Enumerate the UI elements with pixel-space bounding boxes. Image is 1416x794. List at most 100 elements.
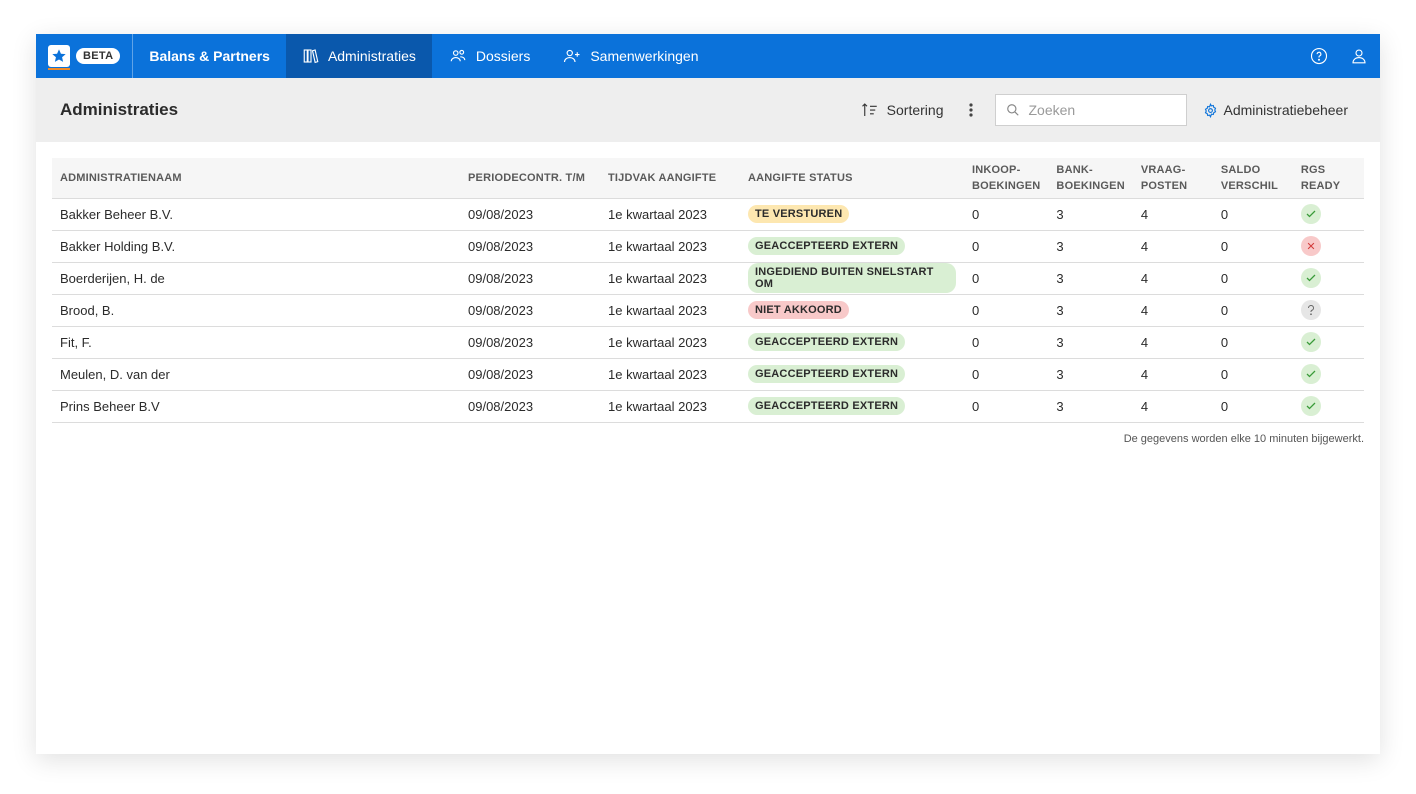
column-header[interactable]: INKOOP- BOEKINGEN	[964, 158, 1049, 199]
bankboekingen-count: 3	[1048, 262, 1133, 295]
administration-name: Bakker Holding B.V.	[52, 230, 460, 263]
vraagposten-count: 4	[1132, 230, 1213, 263]
table-row[interactable]: Fit, F. 09/08/2023 1e kwartaal 2023 GEACCEP…	[52, 326, 1364, 359]
gear-icon	[1205, 102, 1217, 118]
saldo-verschil: 0	[1212, 390, 1293, 423]
inkoopboekingen-count: 0	[964, 358, 1049, 391]
vraagposten-count: 4	[1132, 390, 1213, 423]
saldo-verschil: 0	[1212, 326, 1293, 359]
search-input[interactable]	[1028, 102, 1169, 118]
status-badge: GEACCEPTEERD EXTERN	[748, 365, 906, 383]
bankboekingen-count: 3	[1048, 390, 1133, 423]
table-body: Bakker Beheer B.V. 09/08/2023 1e kwartaal …	[52, 198, 1364, 423]
column-header-label: SALDO	[1220, 163, 1261, 176]
rgs-ready-cell	[1292, 358, 1364, 391]
status-badge: GEACCEPTEERD EXTERN	[748, 237, 906, 255]
column-header-label: PERIODECONTR. T/M	[468, 171, 586, 184]
top-right-tools	[1310, 34, 1368, 78]
column-header-label: INKOOP-	[972, 163, 1021, 176]
inkoopboekingen-count: 0	[964, 198, 1049, 231]
table-row[interactable]: Boerderijen, H. de 09/08/2023 1e kwartaal …	[52, 262, 1364, 295]
status-cell: INGEDIEND BUITEN SNELSTART OM	[740, 262, 964, 295]
saldo-verschil: 0	[1212, 262, 1293, 295]
vraagposten-count: 4	[1132, 294, 1213, 327]
rgs-ready-cell	[1292, 198, 1364, 231]
rgs-ready-cell	[1292, 294, 1364, 327]
cross-icon	[1300, 236, 1321, 256]
table-row[interactable]: Meulen, D. van der 09/08/2023 1e kwartaal …	[52, 358, 1364, 391]
column-header[interactable]: ADMINISTRATIENAAM	[52, 158, 460, 199]
column-header-label: VRAAG-	[1140, 163, 1186, 176]
saldo-verschil: 0	[1212, 230, 1293, 263]
user-plus-icon	[564, 49, 580, 63]
column-header[interactable]: TIJDVAK AANGIFTE	[600, 158, 740, 199]
help-icon[interactable]	[1310, 47, 1328, 65]
status-cell: TE VERSTUREN	[740, 198, 964, 231]
table-row[interactable]: Brood, B. 09/08/2023 1e kwartaal 2023 NIET …	[52, 294, 1364, 327]
nav-item-samenwerkingen[interactable]: Samenwerkingen	[546, 34, 714, 78]
column-header[interactable]: AANGIFTE STATUS	[740, 158, 964, 199]
nav-label: Dossiers	[475, 48, 531, 64]
sort-button[interactable]: Sortering	[861, 102, 944, 118]
nav-item-dossiers[interactable]: Dossiers	[432, 34, 546, 78]
administration-name: Meulen, D. van der	[52, 358, 460, 391]
status-badge: GEACCEPTEERD EXTERN	[748, 397, 906, 415]
column-header[interactable]: BANK- BOEKINGEN	[1048, 158, 1133, 199]
status-cell: GEACCEPTEERD EXTERN	[740, 230, 964, 263]
administration-name: Fit, F.	[52, 326, 460, 359]
status-badge: INGEDIEND BUITEN SNELSTART OM	[748, 263, 956, 293]
saldo-verschil: 0	[1212, 198, 1293, 231]
bankboekingen-count: 3	[1048, 358, 1133, 391]
column-header-label: READY	[1300, 179, 1341, 192]
brand[interactable]: BETA	[36, 34, 134, 78]
organization-name[interactable]: Balans & Partners	[149, 48, 270, 64]
vraagposten-count: 4	[1132, 262, 1213, 295]
administratiebeheer-link[interactable]: Administratiebeheer	[1203, 102, 1348, 118]
page-tools: Sortering Administratiebeheer	[861, 78, 1348, 142]
page-header: Administraties Sortering Administratiebe…	[36, 78, 1380, 142]
administration-name: Brood, B.	[52, 294, 460, 327]
column-header-label: BOEKINGEN	[972, 179, 1041, 192]
column-header[interactable]: VRAAG- POSTEN	[1132, 158, 1213, 199]
column-header[interactable]: RGS READY	[1292, 158, 1364, 199]
table-header-row: ADMINISTRATIENAAM PERIODECONTR. T/M TIJDVA…	[52, 158, 1364, 199]
vraagposten-count: 4	[1132, 358, 1213, 391]
table-row[interactable]: Prins Beheer B.V 09/08/2023 1e kwartaal 20…	[52, 390, 1364, 423]
bankboekingen-count: 3	[1048, 294, 1133, 327]
search-box[interactable]	[995, 94, 1188, 126]
status-cell: GEACCEPTEERD EXTERN	[740, 390, 964, 423]
period-date: 09/08/2023	[460, 230, 600, 263]
column-header[interactable]: SALDO VERSCHIL	[1212, 158, 1293, 199]
table-row[interactable]: Bakker Beheer B.V. 09/08/2023 1e kwartaal …	[52, 198, 1364, 231]
top-navigation-bar: BETA Balans & Partners Administraties Do…	[36, 34, 1380, 78]
vraagposten-count: 4	[1132, 198, 1213, 231]
users-icon	[450, 49, 466, 62]
status-cell: GEACCEPTEERD EXTERN	[740, 358, 964, 391]
rgs-ready-cell	[1292, 262, 1364, 295]
question-icon	[1300, 300, 1321, 320]
column-header[interactable]: PERIODECONTR. T/M	[460, 158, 600, 199]
search-icon	[1007, 104, 1020, 116]
nav-item-administraties[interactable]: Administraties	[285, 34, 432, 78]
user-icon[interactable]	[1350, 47, 1368, 65]
period-date: 09/08/2023	[460, 326, 600, 359]
column-header-label: ADMINISTRATIENAAM	[60, 171, 182, 184]
sort-label: Sortering	[886, 102, 944, 118]
inkoopboekingen-count: 0	[964, 262, 1049, 295]
column-header-label: BANK-	[1056, 163, 1093, 176]
more-options-icon[interactable]	[963, 103, 979, 117]
period-date: 09/08/2023	[460, 390, 600, 423]
app-window: BETA Balans & Partners Administraties Do…	[36, 34, 1380, 754]
books-icon	[303, 49, 319, 64]
column-header-label: AANGIFTE STATUS	[748, 171, 853, 184]
status-cell: GEACCEPTEERD EXTERN	[740, 326, 964, 359]
rgs-ready-cell	[1292, 230, 1364, 263]
tijdvak: 1e kwartaal 2023	[600, 198, 740, 231]
nav-label: Administraties	[327, 48, 416, 64]
tijdvak: 1e kwartaal 2023	[600, 326, 740, 359]
table-row[interactable]: Bakker Holding B.V. 09/08/2023 1e kwartaal…	[52, 230, 1364, 263]
tijdvak: 1e kwartaal 2023	[600, 358, 740, 391]
star-logo-icon	[48, 45, 70, 70]
page-title: Administraties	[60, 100, 179, 119]
beta-badge: BETA	[76, 48, 121, 64]
